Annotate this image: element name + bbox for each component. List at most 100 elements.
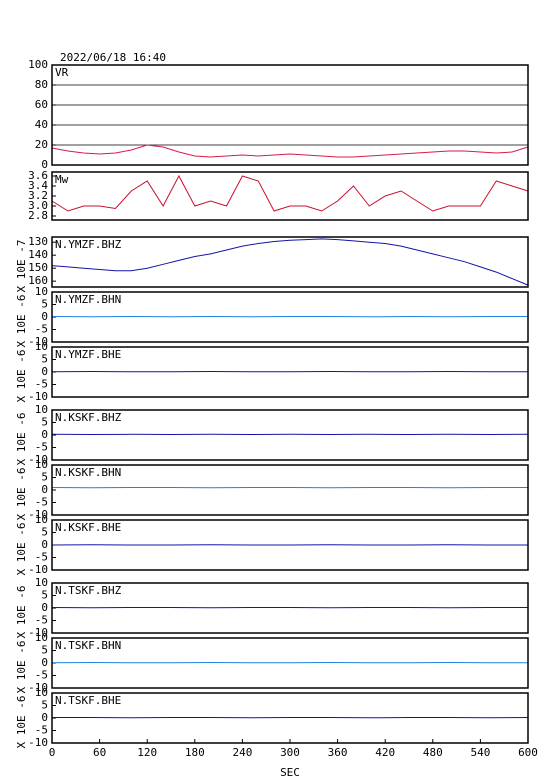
y-tick-label: -5 — [35, 669, 48, 682]
y-axis-label: X 10E -6 — [15, 696, 28, 749]
panel-frame — [51, 519, 529, 571]
y-tick-label: 5 — [41, 298, 48, 311]
x-tick-label: 480 — [423, 746, 443, 759]
y-tick-label: 140 — [28, 248, 48, 261]
y-tick-label: 0 — [41, 601, 48, 614]
y-tick-label: 5 — [41, 644, 48, 657]
panel-frame — [51, 637, 529, 689]
y-tick-label: -5 — [35, 551, 48, 564]
panel-frame — [51, 346, 529, 398]
y-tick-label: 0 — [41, 538, 48, 551]
x-axis-label: SEC — [280, 766, 300, 779]
y-tick-label: 0 — [41, 483, 48, 496]
y-tick-label: 0 — [41, 656, 48, 669]
y-tick-label: 10 — [35, 513, 48, 526]
x-tick-label: 540 — [470, 746, 490, 759]
x-tick-label: 240 — [232, 746, 252, 759]
y-axis-label: X 10E -6 — [15, 586, 28, 639]
y-tick-label: 0 — [41, 711, 48, 724]
y-tick-label: 10 — [35, 686, 48, 699]
y-tick-label: 20 — [35, 138, 48, 151]
panel-frame — [51, 64, 529, 166]
y-tick-label: 10 — [35, 631, 48, 644]
trace-line — [51, 174, 529, 212]
panel-frame — [51, 409, 529, 461]
y-tick-label: 0 — [41, 158, 48, 171]
y-tick-label: 3.4 — [28, 179, 48, 192]
x-tick-label: 180 — [185, 746, 205, 759]
x-tick-label: 600 — [518, 746, 538, 759]
y-tick-label: 40 — [35, 118, 48, 131]
panel-label: VR — [55, 66, 69, 79]
x-tick-label: 360 — [328, 746, 348, 759]
panel-frame — [51, 291, 529, 343]
y-tick-label: 150 — [28, 261, 48, 274]
y-axis-label: X 10E -6 — [15, 641, 28, 694]
y-tick-label: -5 — [35, 496, 48, 509]
y-tick-label: -10 — [28, 508, 48, 521]
y-tick-label: 160 — [28, 274, 48, 287]
y-tick-label: 3.6 — [28, 169, 48, 182]
panel-label: N.TSKF.BHZ — [55, 584, 122, 597]
panel-label: N.YMZF.BHN — [55, 293, 121, 306]
y-tick-label: 0 — [41, 365, 48, 378]
y-tick-label: 2.8 — [28, 209, 48, 222]
panel-label: N.YMZF.BHZ — [55, 238, 122, 251]
panel-frame — [51, 464, 529, 516]
x-tick-label: 0 — [49, 746, 56, 759]
y-tick-label: 100 — [28, 58, 48, 71]
panel-frame — [51, 582, 529, 634]
timestamp: 2022/06/18 16:40 — [60, 51, 166, 64]
panel-label: N.KSKF.BHN — [55, 466, 121, 479]
x-tick-label: 300 — [280, 746, 300, 759]
y-axis-label: X 10E -6 — [15, 413, 28, 466]
panel-label: N.KSKF.BHZ — [55, 411, 122, 424]
y-tick-label: 10 — [35, 576, 48, 589]
y-tick-label: -10 — [28, 681, 48, 694]
y-tick-label: 0 — [41, 428, 48, 441]
y-tick-label: 5 — [41, 416, 48, 429]
y-tick-label: 3.2 — [28, 189, 48, 202]
y-tick-label: 0 — [41, 310, 48, 323]
y-tick-label: 3.0 — [28, 199, 48, 212]
y-axis-label: X 10E -6 — [15, 523, 28, 576]
panel-label: N.TSKF.BHN — [55, 639, 121, 652]
x-tick-label: 420 — [375, 746, 395, 759]
x-tick-label: 120 — [137, 746, 157, 759]
x-tick-label: 60 — [93, 746, 106, 759]
y-axis-label: X 10E -6 — [15, 468, 28, 521]
y-tick-label: -5 — [35, 378, 48, 391]
y-tick-label: -10 — [28, 453, 48, 466]
y-tick-label: -5 — [35, 441, 48, 454]
panel-label: N.TSKF.BHE — [55, 694, 121, 707]
y-tick-label: -10 — [28, 626, 48, 639]
y-tick-label: 80 — [35, 78, 48, 91]
y-tick-label: -10 — [28, 335, 48, 348]
panel-label: N.KSKF.BHE — [55, 521, 121, 534]
trace-line — [51, 144, 529, 158]
y-tick-label: -10 — [28, 563, 48, 576]
panel-frame — [51, 171, 529, 221]
y-tick-label: -5 — [35, 323, 48, 336]
y-tick-label: 10 — [35, 458, 48, 471]
trace-line — [51, 238, 529, 286]
y-tick-label: 5 — [41, 353, 48, 366]
y-axis-label: X 10E -6 — [15, 295, 28, 348]
y-tick-label: 5 — [41, 589, 48, 602]
y-tick-label: -5 — [35, 724, 48, 737]
y-tick-label: 60 — [35, 98, 48, 111]
y-tick-label: 5 — [41, 471, 48, 484]
y-axis-label: X 10E -7 — [15, 240, 28, 293]
y-tick-label: 5 — [41, 526, 48, 539]
y-tick-label: 10 — [35, 285, 48, 298]
panel-label: Mw — [55, 173, 69, 186]
y-axis-label: X 10E -6 — [15, 350, 28, 403]
y-tick-label: -5 — [35, 614, 48, 627]
y-tick-label: 5 — [41, 699, 48, 712]
panel-label: N.YMZF.BHE — [55, 348, 121, 361]
y-tick-label: -10 — [28, 736, 48, 749]
y-tick-label: -10 — [28, 390, 48, 403]
y-tick-label: 10 — [35, 403, 48, 416]
panel-frame — [51, 236, 529, 288]
